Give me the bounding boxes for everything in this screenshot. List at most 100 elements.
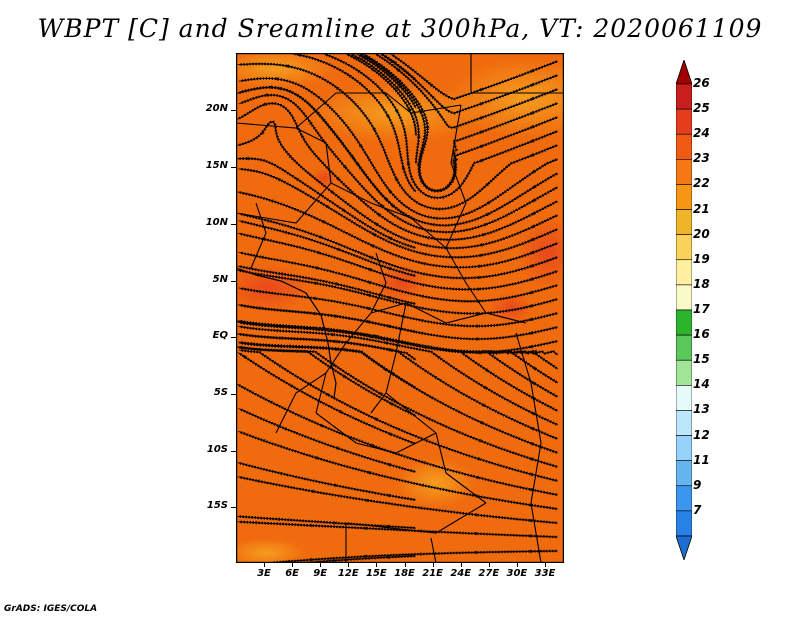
colorbar-level-label: 14 <box>693 377 710 392</box>
streamline-arrow <box>380 337 385 341</box>
lon-label-30e: 30E <box>506 568 528 579</box>
streamline-arrow <box>265 218 270 223</box>
streamline-arrow <box>315 251 320 255</box>
streamline-arrow <box>390 203 395 208</box>
lon-tick <box>348 563 350 567</box>
colorbar-level-label: 23 <box>693 151 710 166</box>
streamline-arrow <box>365 320 370 324</box>
streamline-arrow <box>532 382 537 386</box>
streamline-arrow <box>384 197 389 202</box>
lon-tick <box>264 563 265 567</box>
streamline-arrow <box>314 266 318 270</box>
lat-tick <box>231 110 236 111</box>
streamline-arrow <box>531 198 536 202</box>
streamline-arrow <box>264 93 269 97</box>
lat-tick <box>231 394 236 395</box>
streamline-arrow <box>386 347 390 352</box>
streamline-arrow <box>528 534 532 538</box>
streamline-arrow <box>482 222 487 227</box>
streamline-arrow <box>355 161 360 166</box>
streamline-arrow <box>279 272 284 276</box>
streamline-arrow <box>530 349 535 354</box>
streamline-arrow <box>329 190 334 194</box>
streamline-arrow <box>529 263 534 268</box>
streamline-arrow <box>366 470 371 475</box>
colorbar-box <box>676 259 692 286</box>
streamline-arrow <box>485 182 490 187</box>
streamline-arrow <box>310 489 314 494</box>
streamline-arrow <box>374 222 379 227</box>
streamline-arrow <box>335 86 340 91</box>
lon-label-12e: 12E <box>337 568 359 579</box>
streamline-arrow <box>369 444 374 448</box>
streamline-arrow <box>422 252 427 257</box>
streamline-arrow <box>313 456 318 460</box>
lon-tick <box>404 563 406 567</box>
streamline-arrow <box>350 53 355 58</box>
lat-tick <box>231 281 236 282</box>
lat-label-10s: 10S <box>206 444 228 455</box>
streamline-arrow <box>329 332 334 337</box>
colorbar-box <box>676 385 692 411</box>
streamline-arrow <box>395 176 399 181</box>
streamline-arrow <box>333 347 338 352</box>
streamline-arrow <box>295 178 300 182</box>
streamline-arrow <box>421 272 426 277</box>
streamline-arrow <box>422 461 426 465</box>
colorbar-level-label: 9 <box>693 477 702 492</box>
streamline-arrow <box>396 68 401 73</box>
streamline-arrow <box>386 555 390 560</box>
streamline-arrow <box>317 326 321 331</box>
streamline-arrow <box>420 178 425 183</box>
streamline-arrow <box>395 85 400 90</box>
streamline-arrow <box>424 243 429 248</box>
colorbar-box <box>676 485 692 512</box>
streamline-arrow <box>324 393 329 397</box>
streamline-arrow <box>480 349 484 354</box>
streamline-arrow <box>406 161 411 165</box>
streamline-arrow <box>259 323 263 328</box>
streamline-arrow <box>477 350 481 355</box>
streamline-arrow <box>486 200 491 205</box>
colorbar-box <box>676 359 692 386</box>
lat-label-20n: 20N <box>205 103 228 114</box>
lon-tick <box>516 563 518 567</box>
lon-tick <box>320 563 322 567</box>
colorbar-box <box>676 133 692 160</box>
streamline-arrow <box>285 64 289 69</box>
streamline-arrow <box>311 311 316 316</box>
streamline-arrow <box>283 230 288 235</box>
lon-label-21e: 21E <box>422 568 443 579</box>
colorbar-box <box>676 108 692 135</box>
streamline-arrow <box>326 328 331 333</box>
streamline-arrow <box>528 487 533 492</box>
lon-label-27e: 27E <box>478 568 500 579</box>
streamline-arrow <box>383 341 388 345</box>
streamline-arrow <box>529 442 534 446</box>
streamline-arrow <box>337 410 342 414</box>
streamline-arrow <box>334 339 338 344</box>
streamline-arrow <box>342 164 347 169</box>
streamline-arrow <box>530 110 534 115</box>
streamline-arrow <box>389 402 394 406</box>
streamline-arrow <box>475 287 479 292</box>
streamline-arrow <box>426 236 430 240</box>
streamline-arrow <box>370 244 375 248</box>
lat-tick <box>231 337 236 338</box>
streamline-arrow <box>350 153 355 158</box>
streamline-arrow <box>372 233 377 237</box>
streamline-arrow <box>477 253 482 258</box>
streamline-arrow <box>530 124 535 129</box>
colorbar-level-label: 20 <box>693 226 710 241</box>
streamline-arrow <box>473 550 477 555</box>
streamline-arrow <box>478 115 483 120</box>
streamline-arrow <box>529 457 534 462</box>
lat-tick <box>231 507 236 508</box>
lat-label-eq: EQ <box>212 330 228 341</box>
streamline-arrow <box>530 96 534 101</box>
streamline-arrow <box>386 113 390 118</box>
colorbar-level-label: 16 <box>693 327 710 342</box>
colorbar-level-label: 25 <box>693 101 710 116</box>
colorbar-level-label: 21 <box>693 201 710 216</box>
streamline-arrow <box>392 61 397 65</box>
